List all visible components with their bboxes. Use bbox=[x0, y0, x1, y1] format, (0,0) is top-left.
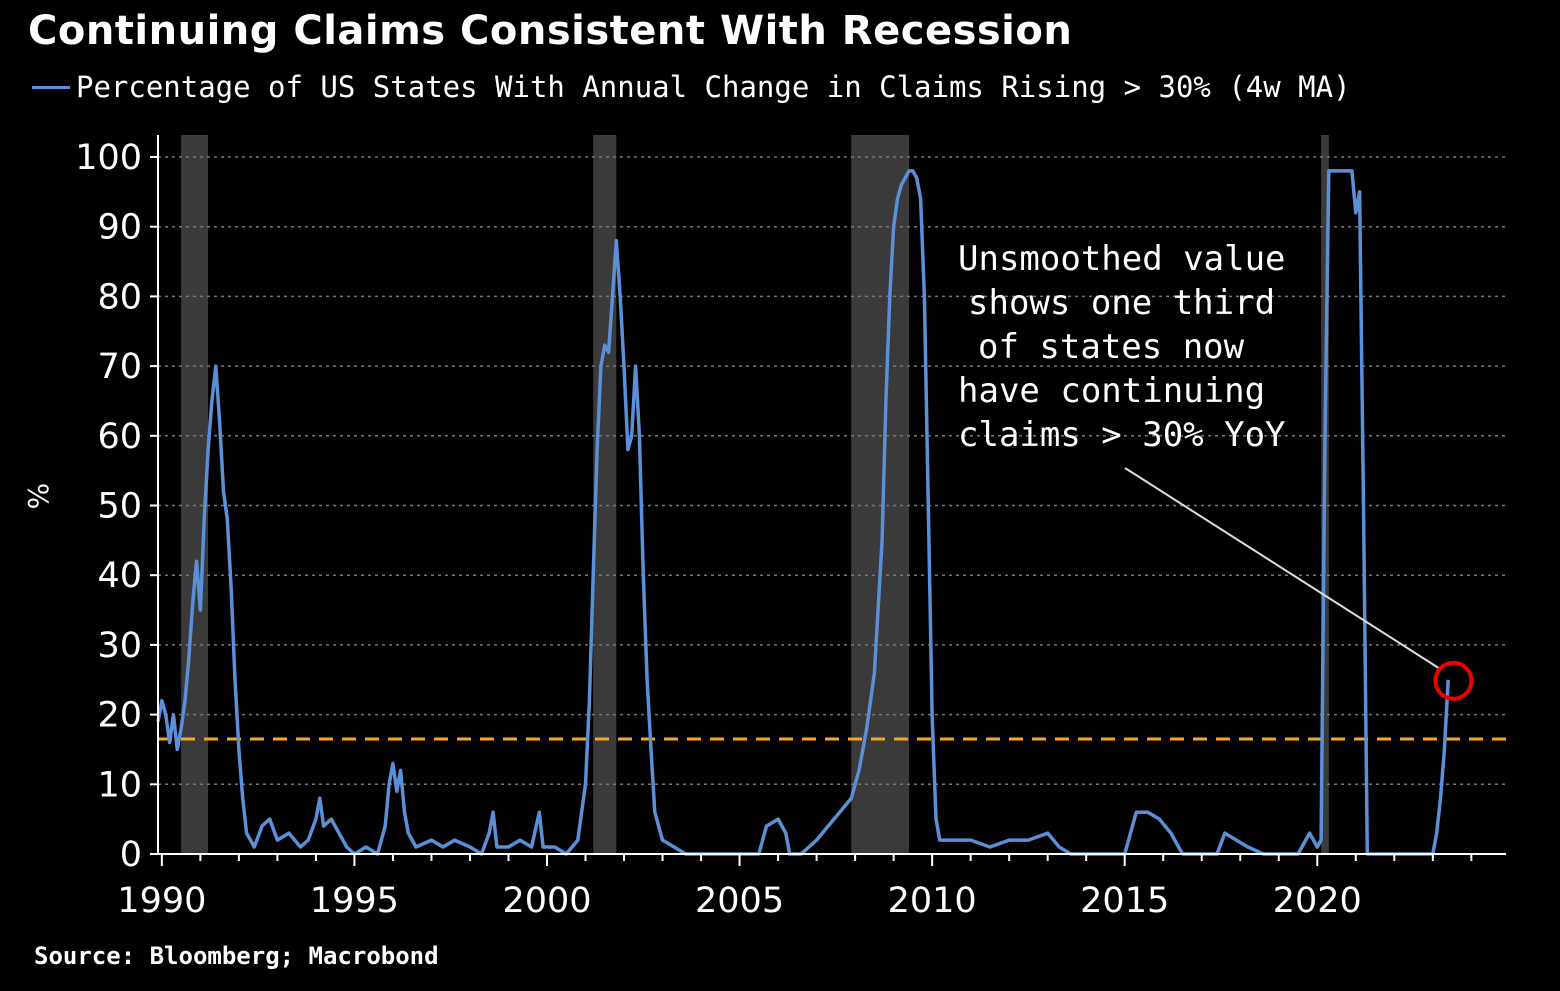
annotation-text: Unsmoothed value bbox=[958, 239, 1286, 279]
y-tick-label: 30 bbox=[97, 626, 142, 666]
legend-label: Percentage of US States With Annual Chan… bbox=[76, 70, 1351, 104]
annotation-arrow bbox=[1124, 467, 1442, 671]
recession-band bbox=[181, 135, 209, 854]
x-tick-label: 1990 bbox=[117, 881, 206, 921]
y-tick-label: 100 bbox=[75, 138, 142, 178]
x-tick-label: 2000 bbox=[502, 881, 591, 921]
y-tick-label: 70 bbox=[97, 347, 142, 387]
recession-band bbox=[851, 135, 910, 854]
y-tick-label: 40 bbox=[97, 556, 142, 596]
legend: Percentage of US States With Annual Chan… bbox=[32, 70, 1351, 104]
chart-title: Continuing Claims Consistent With Recess… bbox=[28, 8, 1073, 54]
x-tick-label: 2010 bbox=[888, 881, 977, 921]
y-axis-label: % bbox=[22, 483, 55, 510]
y-tick-label: 50 bbox=[97, 487, 142, 527]
y-tick-label: 0 bbox=[120, 835, 142, 875]
y-tick-label: 90 bbox=[97, 208, 142, 248]
source-note: Source: Bloomberg; Macrobond bbox=[34, 942, 439, 970]
x-tick-label: 2015 bbox=[1080, 881, 1169, 921]
annotation-text: shows one third bbox=[968, 283, 1275, 323]
legend-swatch bbox=[32, 85, 70, 89]
x-tick-label: 1995 bbox=[310, 881, 399, 921]
y-tick-label: 60 bbox=[97, 417, 142, 457]
y-tick-label: 10 bbox=[97, 765, 142, 805]
x-tick-label: 2020 bbox=[1273, 881, 1362, 921]
x-tick-label: 2005 bbox=[695, 881, 784, 921]
highlight-circle bbox=[1433, 660, 1474, 701]
annotation-text: of states now bbox=[978, 327, 1245, 367]
y-tick-label: 20 bbox=[97, 696, 142, 736]
series-line bbox=[156, 169, 1450, 856]
annotation-text: claims > 30% YoY bbox=[958, 415, 1286, 455]
annotation-text: have continuing bbox=[958, 371, 1265, 411]
y-tick-label: 80 bbox=[97, 277, 142, 317]
